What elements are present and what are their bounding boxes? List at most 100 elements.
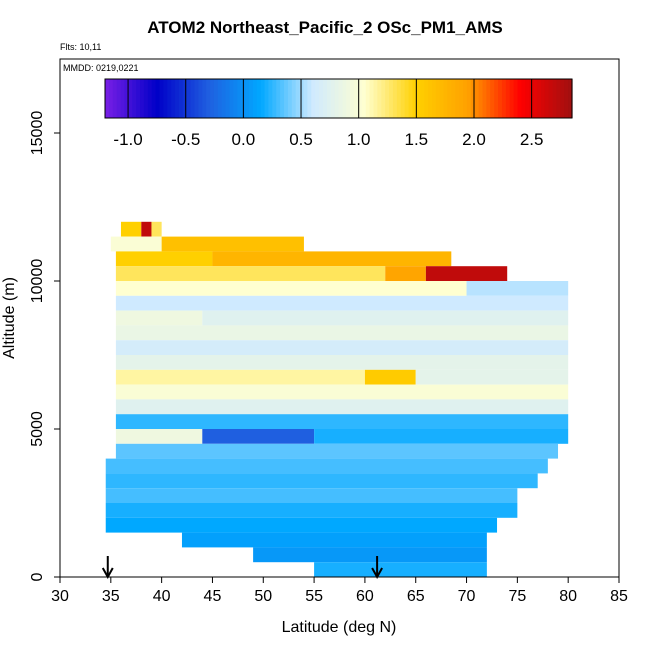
colorbar-swatch (175, 79, 180, 118)
colorbar-swatch (237, 79, 242, 118)
colorbar-swatch (463, 79, 468, 118)
heatmap-cell (161, 236, 304, 252)
colorbar-swatch (556, 79, 561, 118)
colorbar-swatch (486, 79, 491, 118)
colorbar-swatch (163, 79, 168, 118)
y-tick-label: 0 (29, 572, 46, 581)
colorbar-swatch (435, 79, 441, 118)
colorbar-swatch (167, 79, 172, 118)
colorbar-swatch (447, 79, 452, 118)
colorbar-swatch (178, 79, 184, 118)
heatmap-cell (466, 281, 569, 296)
y-tick-label: 5000 (29, 411, 46, 447)
colorbar-swatch (505, 79, 511, 118)
plot-frame (59, 58, 620, 578)
y-axis: 0 5000 10000 15000 (29, 111, 60, 581)
colorbar-swatch (346, 79, 351, 118)
colorbar-swatch (299, 79, 305, 118)
colorbar-tick-label: 1.5 (405, 130, 429, 149)
x-tick-label: 45 (204, 588, 222, 605)
x-axis-label: Latitude (deg N) (282, 619, 397, 636)
heatmap-cell (181, 532, 487, 548)
heatmap-cell (385, 266, 426, 281)
colorbar-swatch (307, 79, 312, 118)
colorbar-swatch (424, 79, 429, 118)
heatmap-cell (105, 488, 518, 503)
colorbar-swatch (540, 79, 546, 118)
colorbar-swatch (186, 79, 192, 118)
colorbar-swatch (350, 79, 355, 118)
colorbar-swatch (478, 79, 484, 118)
flights-label: Flts: 10,11 (60, 42, 102, 52)
colorbar-swatch (369, 79, 375, 118)
colorbar-swatch (128, 79, 133, 118)
colorbar-swatch (221, 79, 227, 118)
colorbar-swatch (509, 79, 515, 118)
colorbar-swatch (404, 79, 410, 118)
x-tick-label: 60 (356, 588, 374, 605)
heatmap-cell (314, 429, 569, 444)
x-tick-label: 55 (305, 588, 323, 605)
colorbar-swatch (315, 79, 320, 118)
colorbar-tick-label: 1.0 (347, 130, 371, 149)
colorbar-swatch (248, 79, 254, 118)
x-tick-label: 75 (508, 588, 526, 605)
dates-label: MMDD: 0219,0221 (63, 63, 139, 73)
colorbar-swatch (151, 79, 157, 118)
colorbar-swatch (319, 79, 324, 118)
heatmap-cell (314, 562, 487, 577)
colorbar-swatch (396, 79, 402, 118)
colorbar-tick-label: 2.0 (462, 130, 486, 149)
colorbar-swatch (517, 79, 523, 118)
colorbar-swatch (420, 79, 425, 118)
heatmap-cell (115, 310, 203, 326)
colorbar-swatch (385, 79, 390, 118)
flight-marker-arrow (101, 556, 114, 580)
x-tick-label: 65 (407, 588, 425, 605)
colorbar-tick-label: 2.5 (520, 130, 544, 149)
colorbar-swatch (140, 79, 145, 118)
colorbar-swatch (416, 79, 421, 118)
x-tick-label: 80 (559, 588, 577, 605)
heatmap-cell (115, 369, 365, 385)
colorbar-swatch (260, 79, 266, 118)
heatmap-cell (151, 221, 162, 237)
x-tick-label: 30 (51, 588, 69, 605)
colorbar-swatch (171, 79, 176, 118)
heatmap-cell (253, 547, 487, 563)
colorbar-swatch (155, 79, 161, 118)
colorbar-swatch (268, 79, 273, 118)
heatmap-cell (202, 429, 315, 444)
colorbar-swatch (392, 79, 398, 118)
colorbar-swatch (105, 79, 110, 118)
colorbar-swatch (202, 79, 207, 118)
y-axis-label: Altitude (m) (1, 277, 18, 359)
colorbar-swatch (233, 79, 238, 118)
colorbar-swatch (490, 79, 495, 118)
colorbar-swatch (334, 79, 340, 118)
colorbar-swatch (194, 79, 199, 118)
heatmap-cell (115, 399, 569, 415)
colorbar-swatch (245, 79, 250, 118)
heatmap-cell (105, 473, 538, 489)
colorbar-swatch (482, 79, 487, 118)
heatmap-cell (364, 369, 416, 385)
colorbar-swatch (428, 79, 433, 118)
colorbar-swatch (311, 79, 316, 118)
colorbar-swatch (521, 79, 526, 118)
colorbar-swatch (322, 79, 328, 118)
colorbar-swatch (272, 79, 277, 118)
colorbar-swatch (326, 79, 332, 118)
heatmap-cell (105, 517, 498, 533)
heatmap-cell (105, 458, 548, 474)
colorbar-swatch (373, 79, 379, 118)
colorbar-swatch (443, 79, 449, 118)
x-tick-label: 50 (254, 588, 272, 605)
heatmap-cell (105, 503, 518, 518)
colorbar-swatch (381, 79, 386, 118)
colorbar-swatch (533, 79, 538, 118)
heatmap-cell (115, 295, 569, 311)
colorbar-swatch (342, 79, 347, 118)
colorbar-swatch (198, 79, 203, 118)
